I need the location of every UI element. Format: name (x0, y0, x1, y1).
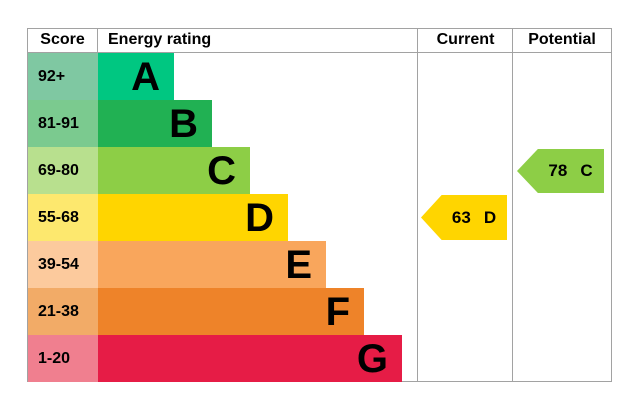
energy-rating-column-header: Energy rating (108, 31, 212, 48)
band-row-b: 81-91 B (28, 100, 611, 147)
band-row-a: 92+ A (28, 53, 611, 100)
potential-rating-arrow: 78 C (517, 149, 604, 193)
current-rating-arrow: 63 D (421, 195, 507, 240)
band-score-range: 55-68 (28, 194, 98, 241)
band-row-g: 1-20 G (28, 335, 611, 382)
band-bar: D (98, 194, 288, 241)
table-header-row: Score Energy rating Current Potential (28, 29, 611, 53)
band-letter: A (131, 54, 160, 99)
band-score-range: 92+ (28, 53, 98, 100)
band-bar: F (98, 288, 364, 335)
current-column-header: Current (436, 31, 495, 48)
band-letter: G (356, 336, 388, 381)
band-row-d: 55-68 D (28, 194, 611, 241)
band-row-c: 69-80 C (28, 147, 611, 194)
band-letter: C (207, 148, 236, 193)
band-bar: A (98, 53, 174, 100)
band-letter: D (245, 195, 274, 240)
band-bar: B (98, 100, 212, 147)
potential-rating-value: 78 (548, 161, 568, 180)
band-score-range: 21-38 (28, 288, 98, 335)
band-row-e: 39-54 E (28, 241, 611, 288)
epc-table: Score Energy rating Current Potential 92… (27, 28, 612, 382)
current-rating-value: 63 (451, 207, 471, 227)
score-column-header: Score (28, 29, 98, 52)
band-bar: G (98, 335, 402, 382)
band-rows: 92+ A 81-91 B 69-80 C 55-68 D 39-54 E 21… (28, 53, 611, 382)
band-row-f: 21-38 F (28, 288, 611, 335)
current-column-divider (417, 29, 418, 381)
band-bar: E (98, 241, 326, 288)
potential-rating-band: C (580, 161, 593, 180)
potential-column-divider (512, 29, 513, 381)
band-letter: B (169, 101, 198, 146)
potential-column-header: Potential (528, 31, 596, 48)
band-score-range: 81-91 (28, 100, 98, 147)
current-rating-band: D (483, 207, 497, 227)
band-bar: C (98, 147, 250, 194)
band-score-range: 1-20 (28, 335, 98, 382)
band-score-range: 39-54 (28, 241, 98, 288)
band-score-range: 69-80 (28, 147, 98, 194)
band-letter: E (285, 242, 312, 287)
band-letter: F (325, 289, 350, 334)
